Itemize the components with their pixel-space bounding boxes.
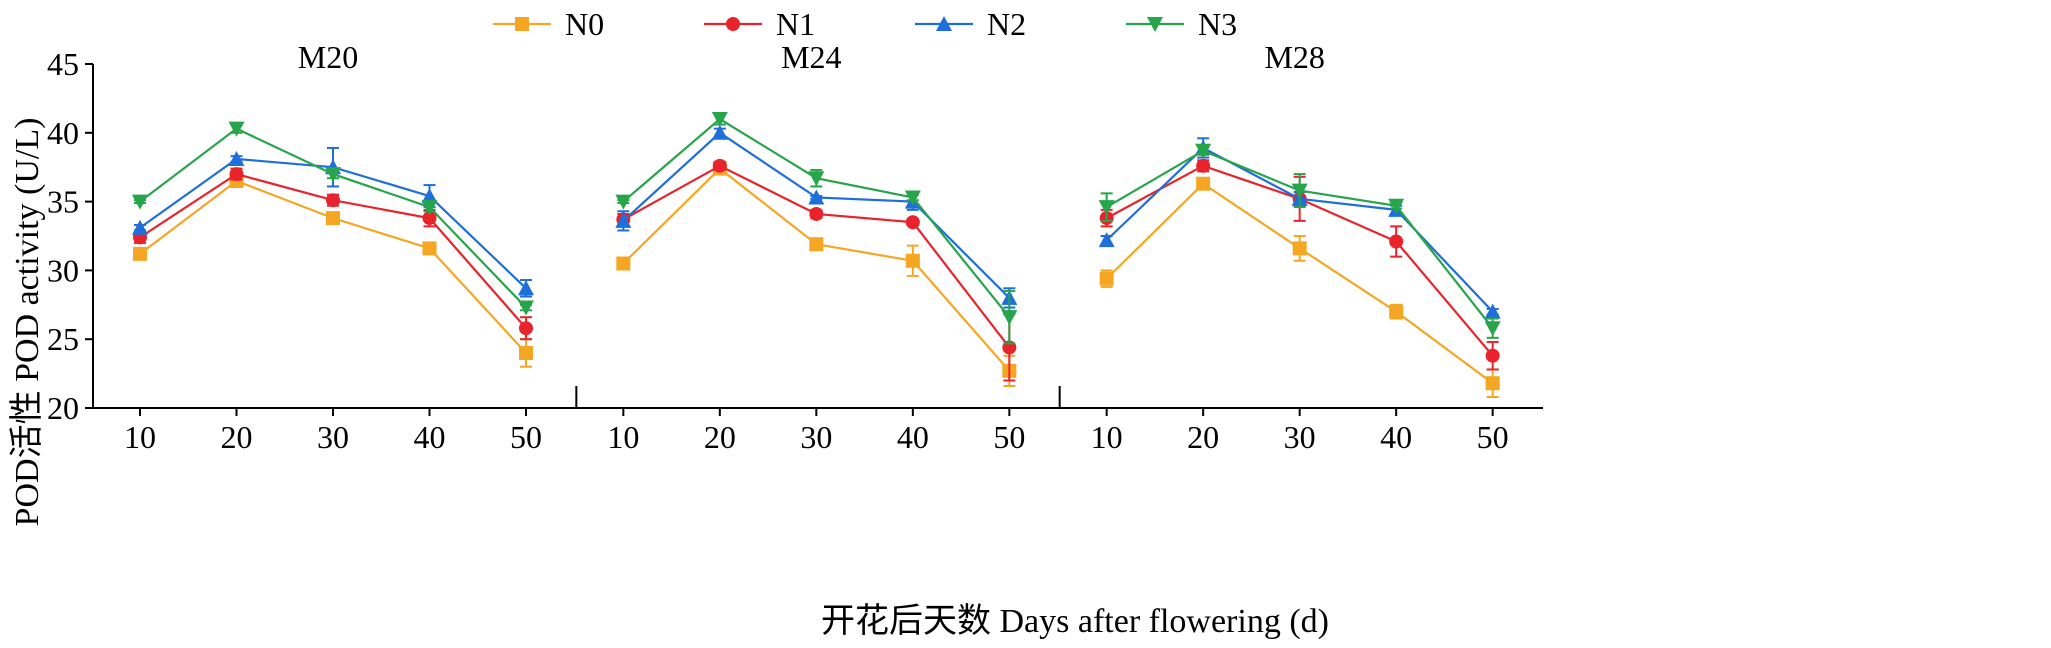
data-point <box>326 211 340 226</box>
panel-m24: M24 10 20 30 40 50 <box>607 39 1025 455</box>
data-point <box>1098 200 1115 216</box>
y-axis-label: POD活性 POD activity (U/L) <box>8 118 46 527</box>
data-point <box>904 190 921 206</box>
data-point <box>229 167 244 182</box>
data-point <box>615 194 632 210</box>
data-point <box>808 189 825 205</box>
x-tick-label: 50 <box>993 419 1025 455</box>
data-point <box>518 300 534 316</box>
y-tick-label: 20 <box>47 390 79 426</box>
axes: 20 25 30 35 40 45 <box>47 46 1543 426</box>
x-tick-label: 50 <box>510 419 542 455</box>
series-n3 <box>615 112 1018 345</box>
data-point <box>1484 321 1501 337</box>
legend-marker <box>515 17 529 31</box>
panel-title: M20 <box>298 39 358 75</box>
x-tick-label: 30 <box>1284 419 1316 455</box>
x-tick-label: 40 <box>414 419 446 455</box>
panel-m20: M20 10 20 30 40 50 <box>124 39 542 455</box>
data-point <box>711 124 728 140</box>
x-tick-label: 10 <box>124 419 156 455</box>
panel-m28: M28 10 20 30 40 50 <box>1091 39 1509 455</box>
x-tick-label: 50 <box>1477 419 1509 455</box>
data-point <box>132 194 148 210</box>
data-point <box>422 241 437 256</box>
legend-item-n2: N2 <box>915 6 1026 42</box>
legend-item-n3: N3 <box>1126 6 1237 42</box>
x-tick-label: 40 <box>897 419 929 455</box>
x-tick-label: 20 <box>1187 419 1219 455</box>
data-point <box>1484 303 1501 319</box>
series-n3 <box>1098 143 1501 339</box>
data-point <box>905 215 920 230</box>
data-point <box>422 211 437 226</box>
data-point <box>326 193 340 208</box>
series-n0 <box>1099 176 1500 398</box>
y-tick-label: 40 <box>47 115 79 151</box>
panel-title: M28 <box>1264 39 1324 75</box>
data-point <box>519 345 533 360</box>
data-point <box>325 167 341 183</box>
legend: N0 N1 N2 N3 <box>493 6 1237 42</box>
y-tick-label: 30 <box>47 252 79 288</box>
data-point <box>1196 158 1211 173</box>
legend-label: N2 <box>987 6 1026 42</box>
legend-marker <box>726 17 740 31</box>
data-point <box>1292 241 1307 256</box>
legend-item-n1: N1 <box>704 6 815 42</box>
legend-label: N1 <box>776 6 815 42</box>
data-point <box>616 256 631 271</box>
data-point <box>228 121 245 137</box>
series-n1 <box>133 167 533 341</box>
legend-label: N3 <box>1198 6 1237 42</box>
data-point <box>1001 310 1018 326</box>
data-point <box>1098 232 1115 248</box>
legend-item-n0: N0 <box>493 6 604 42</box>
x-tick-label: 30 <box>317 419 349 455</box>
data-point <box>1099 271 1114 286</box>
data-point <box>615 212 632 228</box>
data-point <box>809 206 824 221</box>
x-tick-label: 20 <box>221 419 253 455</box>
x-tick-label: 10 <box>607 419 639 455</box>
legend-marker <box>1147 17 1163 32</box>
data-point <box>808 171 825 187</box>
data-point <box>519 321 533 336</box>
panels: M20 10 20 30 40 50 M24 10 20 30 40 50 M28 10 20 30 40 50 <box>124 39 1509 455</box>
panel-title: M24 <box>781 39 841 75</box>
data-point <box>711 112 728 128</box>
data-point <box>1291 183 1308 199</box>
data-point <box>1195 143 1212 159</box>
x-tick-label: 20 <box>704 419 736 455</box>
legend-label: N0 <box>565 6 604 42</box>
data-point <box>421 188 438 204</box>
series-n3 <box>132 121 534 316</box>
data-point <box>1388 198 1405 214</box>
data-point <box>809 237 824 252</box>
data-point <box>1196 176 1211 191</box>
data-point <box>712 158 727 173</box>
data-point <box>421 200 438 216</box>
x-tick-label: 30 <box>800 419 832 455</box>
y-tick-label: 25 <box>47 321 79 357</box>
x-tick-label: 10 <box>1091 419 1123 455</box>
legend-marker <box>936 16 952 31</box>
y-tick-label: 35 <box>47 184 79 220</box>
data-point <box>1389 234 1404 249</box>
data-point <box>1485 348 1500 363</box>
data-point <box>132 219 148 235</box>
data-point <box>1389 304 1404 319</box>
data-point <box>518 280 534 296</box>
data-point <box>133 246 147 261</box>
x-tick-label: 40 <box>1380 419 1412 455</box>
data-point <box>1485 376 1500 391</box>
data-point <box>905 253 920 268</box>
data-point <box>228 150 245 166</box>
y-tick-label: 45 <box>47 46 79 82</box>
x-axis-label: 开花后天数 Days after flowering (d) <box>821 602 1329 640</box>
